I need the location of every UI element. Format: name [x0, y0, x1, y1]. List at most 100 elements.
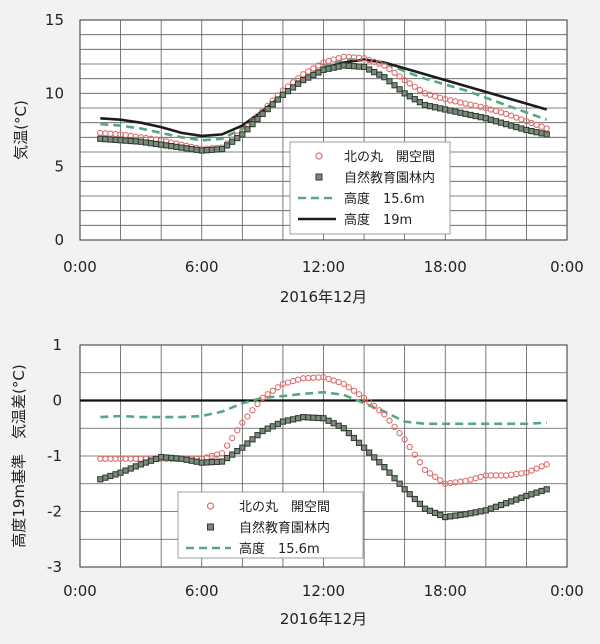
data-point	[366, 449, 373, 456]
data-point	[310, 65, 317, 72]
data-point	[416, 500, 423, 507]
data-point	[244, 413, 251, 420]
data-point	[218, 145, 226, 153]
data-point	[264, 391, 271, 398]
data-point	[158, 454, 165, 461]
chart-2: 0:00 6:00 12:00 18:00 0:00 1 0 -1 -2 -3 2016年12月 高度…	[10, 336, 584, 628]
data-point	[437, 511, 444, 519]
data-point	[213, 458, 221, 465]
data-point	[447, 513, 454, 520]
data-point	[147, 457, 155, 464]
data-point	[259, 394, 266, 401]
data-point	[533, 489, 540, 496]
data-point	[513, 496, 520, 503]
x-tick-label: 12:00	[302, 582, 345, 600]
data-point	[543, 125, 550, 132]
data-point	[366, 66, 373, 73]
legend-label: 北の丸 開空間	[239, 500, 330, 515]
data-point	[127, 465, 134, 472]
data-point	[406, 93, 413, 100]
legend-item: 高度 19m	[298, 212, 412, 228]
data-point	[305, 414, 312, 421]
y-axis-title: 高度19m基準 気温差(°C)	[10, 364, 28, 547]
legend-marker	[207, 523, 214, 531]
data-point	[426, 470, 434, 477]
data-point	[97, 476, 104, 483]
data-point	[178, 144, 185, 151]
data-point	[340, 380, 347, 387]
legend-item: 自然教育園林内	[315, 170, 435, 186]
data-point	[406, 443, 413, 451]
data-point	[452, 108, 459, 115]
data-point	[117, 469, 124, 476]
data-point	[437, 105, 444, 112]
data-point	[132, 463, 139, 470]
data-point	[462, 511, 469, 518]
data-point	[239, 444, 246, 451]
data-point	[386, 78, 393, 85]
data-point	[224, 142, 231, 149]
data-point	[503, 121, 510, 128]
y-tick-label: 0	[54, 231, 64, 249]
data-point	[355, 391, 363, 398]
legend-item: 高度 15.6m	[186, 541, 320, 557]
data-point	[259, 427, 266, 435]
data-point	[411, 451, 418, 458]
y-tick-label: 5	[54, 158, 64, 176]
data-point	[528, 491, 535, 498]
data-point	[421, 505, 429, 512]
data-point	[543, 131, 550, 138]
data-point	[396, 73, 403, 80]
data-point	[208, 459, 215, 466]
data-point	[467, 510, 474, 517]
data-point	[416, 99, 423, 106]
data-point	[487, 505, 495, 512]
data-point	[284, 417, 292, 424]
data-point	[229, 138, 236, 145]
data-point	[401, 76, 408, 84]
data-point	[396, 480, 403, 487]
data-point	[523, 126, 530, 134]
data-point	[315, 69, 322, 76]
data-point	[426, 103, 434, 110]
y-tick-label: 0	[52, 392, 62, 410]
data-point	[152, 455, 160, 463]
data-point	[426, 507, 434, 514]
data-point	[188, 145, 195, 153]
data-point	[315, 414, 322, 422]
data-point	[178, 455, 185, 462]
data-point	[274, 96, 281, 103]
data-point	[173, 455, 180, 462]
data-point	[406, 80, 413, 87]
legend-label: 高度 15.6m	[239, 541, 320, 557]
data-point	[203, 459, 210, 466]
data-point	[152, 140, 160, 148]
data-point	[330, 420, 337, 427]
data-point	[335, 422, 342, 429]
data-point	[381, 411, 388, 418]
data-point	[538, 487, 545, 495]
data-point	[132, 138, 139, 145]
data-point	[371, 454, 378, 461]
data-point	[269, 387, 276, 394]
data-point	[289, 84, 297, 91]
data-point	[528, 467, 535, 474]
data-point	[300, 71, 307, 78]
data-point	[345, 430, 352, 437]
data-point	[127, 137, 134, 145]
data-point	[381, 464, 388, 471]
data-point	[325, 65, 332, 72]
data-point	[432, 104, 439, 111]
data-point	[300, 414, 307, 421]
data-point	[477, 114, 484, 121]
data-point	[340, 425, 347, 432]
x-tick-label: 0:00	[550, 582, 584, 600]
data-point	[163, 142, 170, 149]
data-point	[239, 131, 246, 138]
data-point	[401, 90, 408, 97]
data-point	[107, 472, 114, 480]
data-point	[350, 63, 358, 70]
data-point	[198, 459, 205, 466]
data-point	[97, 135, 104, 142]
data-point	[183, 145, 190, 152]
